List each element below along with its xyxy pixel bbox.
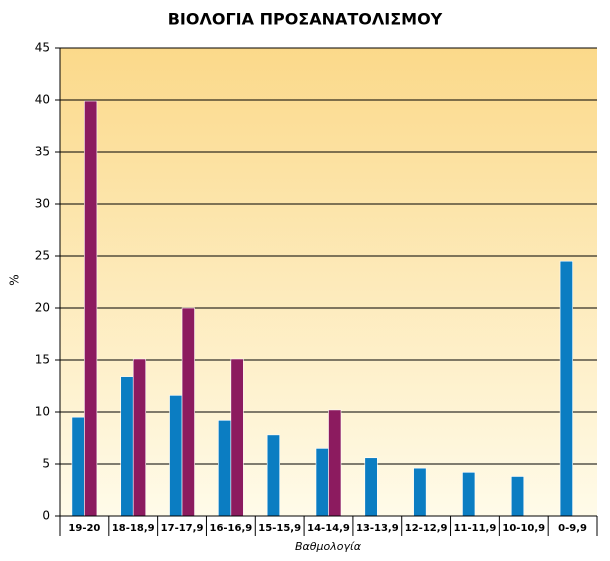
y-tick-label: 15 bbox=[35, 353, 50, 367]
y-tick-label: 30 bbox=[35, 197, 50, 211]
bar bbox=[120, 376, 134, 517]
x-tick-label: 18-18,9 bbox=[112, 523, 155, 534]
y-tick-label: 10 bbox=[35, 405, 50, 419]
x-axis-label: Βαθμολογία bbox=[295, 540, 362, 553]
bar bbox=[169, 395, 183, 517]
x-tick-label: 14-14,9 bbox=[307, 523, 350, 534]
bar bbox=[510, 476, 525, 517]
y-tick-label: 20 bbox=[35, 301, 50, 315]
bar bbox=[218, 420, 232, 517]
x-tick-label: 11-11,9 bbox=[454, 523, 497, 534]
bar bbox=[462, 472, 476, 517]
bar bbox=[559, 260, 573, 517]
x-tick-label: 19-20 bbox=[68, 523, 100, 534]
bar bbox=[266, 434, 280, 517]
y-tick-label: 35 bbox=[35, 145, 50, 159]
bar bbox=[364, 457, 378, 517]
chart-title: ΒΙΟΛΟΓΙΑ ΠΡΟΣΑΝΑΤΟΛΙΣΜΟΥ bbox=[168, 10, 443, 29]
x-tick-label: 16-16,9 bbox=[209, 523, 252, 534]
bar bbox=[181, 307, 195, 517]
y-axis-label: % bbox=[8, 274, 22, 285]
y-tick-label: 40 bbox=[35, 93, 50, 107]
x-tick-label: 15-15,9 bbox=[258, 523, 301, 534]
y-tick-label: 45 bbox=[35, 41, 50, 55]
y-tick-label: 25 bbox=[35, 249, 50, 263]
bar bbox=[315, 448, 329, 517]
y-tick-label: 5 bbox=[42, 457, 50, 471]
x-tick-label: 17-17,9 bbox=[161, 523, 204, 534]
x-tick-label: 10-10,9 bbox=[502, 523, 545, 534]
y-tick-label: 0 bbox=[42, 509, 50, 523]
bar bbox=[71, 416, 85, 517]
x-tick-label: 12-12,9 bbox=[405, 523, 448, 534]
bar bbox=[328, 409, 342, 517]
bar bbox=[413, 467, 427, 517]
bar bbox=[84, 100, 98, 517]
x-tick-label: 0-9,9 bbox=[558, 523, 587, 534]
bar bbox=[132, 358, 147, 517]
bar bbox=[230, 358, 244, 517]
x-tick-label: 13-13,9 bbox=[356, 523, 399, 534]
